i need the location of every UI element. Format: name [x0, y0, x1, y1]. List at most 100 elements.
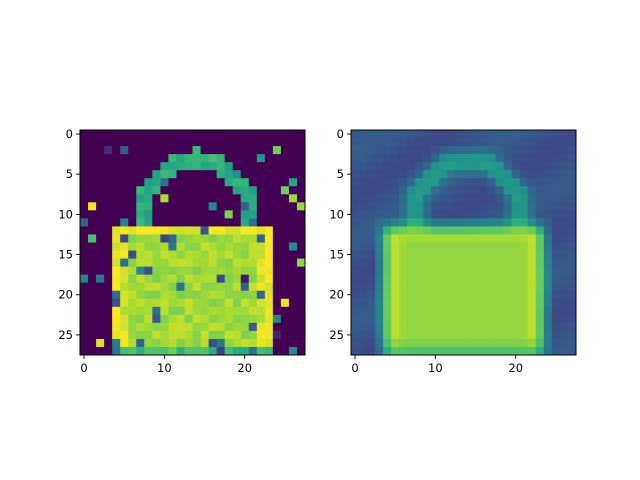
heatmap-cell — [487, 274, 497, 284]
heatmap-cell — [120, 202, 129, 211]
heatmap-cell — [487, 226, 497, 235]
heatmap-cell — [128, 178, 137, 187]
heatmap-cell — [535, 154, 545, 163]
heatmap-cell — [455, 290, 464, 300]
heatmap-cell — [407, 146, 416, 155]
heatmap-cell — [527, 178, 537, 187]
heatmap-cell — [447, 194, 456, 203]
heatmap-cell — [288, 290, 298, 300]
heatmap-cell — [272, 234, 282, 243]
heatmap-cell — [503, 346, 513, 356]
heatmap-cell — [264, 306, 274, 316]
heatmap-cell — [240, 346, 250, 356]
heatmap-cell — [527, 242, 537, 251]
heatmap-cell — [415, 226, 424, 235]
heatmap-cell — [431, 298, 440, 308]
heatmap-cell — [192, 266, 201, 276]
heatmap-cell — [224, 250, 234, 259]
heatmap-cell — [184, 194, 193, 203]
heatmap-cell — [455, 322, 464, 332]
heatmap-cell — [463, 202, 472, 211]
heatmap-cell — [216, 298, 226, 308]
heatmap-cell — [208, 194, 218, 203]
heatmap-cell — [455, 266, 464, 276]
heatmap-cell — [232, 346, 242, 356]
heatmap-cell — [527, 170, 537, 179]
heatmap-cell — [479, 266, 489, 276]
heatmap-cell — [447, 146, 456, 155]
heatmap-cell — [152, 146, 161, 155]
heatmap-cell — [120, 162, 129, 171]
heatmap-cell — [543, 202, 553, 211]
heatmap-cell — [551, 194, 561, 203]
heatmap-cell — [439, 170, 448, 179]
heatmap-cell — [120, 258, 129, 268]
heatmap-cell — [367, 274, 376, 284]
heatmap-cell — [535, 314, 545, 324]
heatmap-cell — [288, 298, 298, 308]
heatmap-cell — [447, 322, 456, 332]
heatmap-cell — [224, 298, 234, 308]
heatmap-cell — [415, 242, 424, 251]
heatmap-cell — [423, 162, 432, 171]
heatmap-cell — [415, 186, 424, 195]
heatmap-cell — [168, 242, 177, 251]
heatmap-cell — [248, 138, 258, 147]
heatmap-cell — [367, 170, 376, 179]
heatmap-cell — [535, 274, 545, 284]
heatmap-cell — [232, 306, 242, 316]
heatmap-cell — [463, 234, 472, 243]
heatmap-cell — [280, 258, 290, 268]
heatmap-cell — [359, 162, 368, 171]
heatmap-cell — [503, 258, 513, 268]
heatmap-cell — [288, 138, 298, 147]
heatmap-cell — [192, 282, 201, 292]
heatmap-cell — [479, 306, 489, 316]
heatmap-cell — [192, 314, 201, 324]
heatmap-cell — [383, 330, 392, 340]
heatmap-cell — [280, 234, 290, 243]
heatmap-cell — [511, 346, 521, 356]
heatmap-cell — [447, 274, 456, 284]
heatmap-cell — [256, 226, 266, 235]
heatmap-cell — [176, 210, 185, 219]
heatmap-cell — [527, 138, 537, 147]
heatmap-cell — [208, 306, 218, 316]
heatmap-cell — [351, 162, 360, 171]
heatmap-cell — [144, 242, 153, 251]
heatmap-cell — [256, 138, 266, 147]
heatmap-cell — [232, 202, 242, 211]
heatmap-cell — [495, 346, 505, 356]
heatmap-cell — [136, 258, 145, 268]
heatmap-cell — [503, 170, 513, 179]
heatmap-cell — [359, 346, 368, 356]
heatmap-cell — [192, 242, 201, 251]
heatmap-cell — [375, 346, 384, 356]
heatmap-cell — [359, 218, 368, 227]
heatmap-cell — [160, 162, 169, 171]
heatmap-cell — [487, 250, 497, 259]
heatmap-cell — [415, 210, 424, 219]
heatmap-cell — [559, 330, 569, 340]
heatmap-cell — [96, 146, 105, 155]
heatmap-cell — [535, 202, 545, 211]
heatmap-cell — [296, 306, 306, 316]
heatmap-cell — [375, 298, 384, 308]
heatmap-cell — [200, 130, 209, 139]
heatmap-cell — [407, 194, 416, 203]
heatmap-cell — [232, 138, 242, 147]
heatmap-cell — [80, 274, 89, 284]
heatmap-cell — [391, 274, 400, 284]
heatmap-cell — [519, 282, 529, 292]
heatmap-cell — [216, 274, 226, 284]
heatmap-cell — [224, 290, 234, 300]
heatmap-cell — [88, 178, 97, 187]
heatmap-cell — [471, 138, 480, 147]
heatmap-cell — [375, 314, 384, 324]
heatmap-cell — [96, 138, 105, 147]
y-tick-label: 5 — [66, 167, 73, 181]
heatmap-cell — [216, 186, 226, 195]
heatmap-cell — [511, 306, 521, 316]
heatmap-cell — [200, 322, 209, 332]
heatmap-cell — [80, 314, 89, 324]
